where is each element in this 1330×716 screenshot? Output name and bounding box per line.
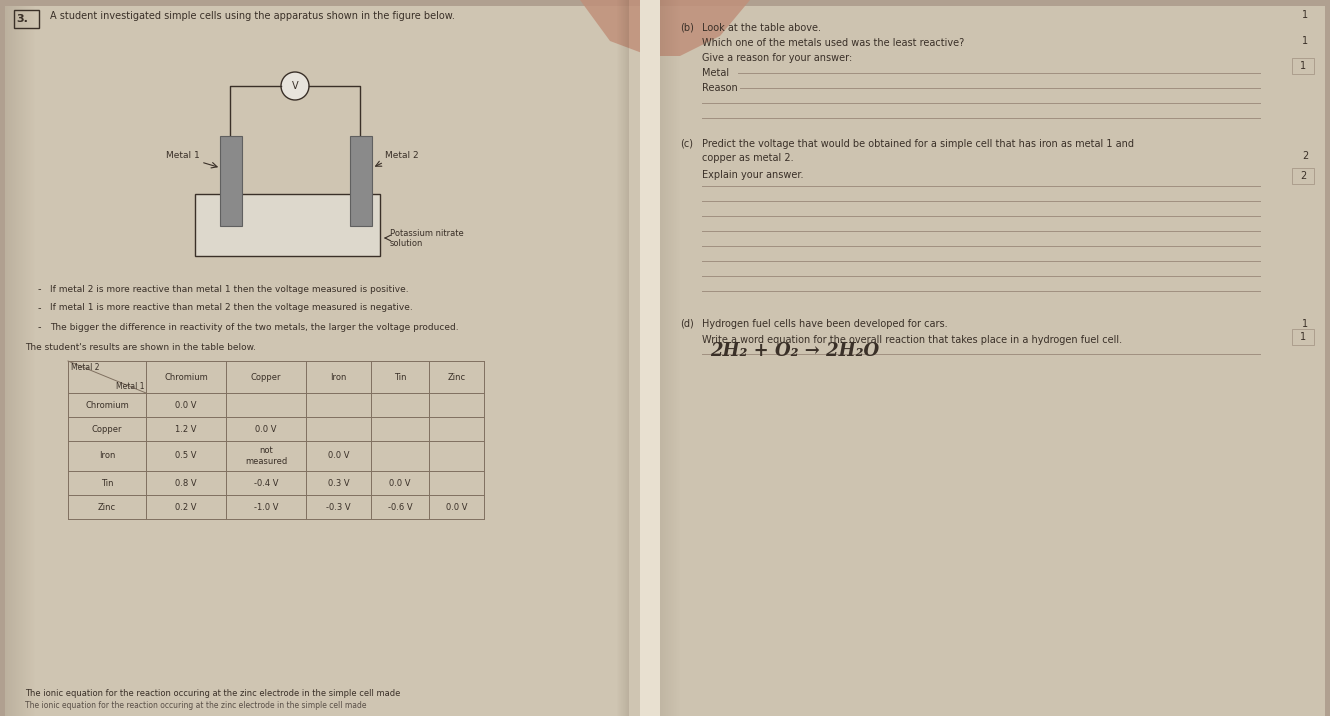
Text: Give a reason for your answer:: Give a reason for your answer: [702, 53, 853, 63]
Text: 1.2 V: 1.2 V [176, 425, 197, 433]
Text: 0.2 V: 0.2 V [176, 503, 197, 511]
Text: 1: 1 [1302, 10, 1309, 20]
Text: 2H₂ + O₂ → 2H₂O: 2H₂ + O₂ → 2H₂O [710, 342, 879, 360]
Text: -: - [39, 322, 41, 332]
Bar [1291, 168, 1314, 184]
Text: 1: 1 [1302, 36, 1309, 46]
Text: Write a word equation for the overall reaction that takes place in a hydrogen fu: Write a word equation for the overall re… [702, 335, 1123, 345]
Text: 0.0 V: 0.0 V [176, 400, 197, 410]
Text: 2: 2 [1299, 171, 1306, 181]
Text: Iron: Iron [98, 452, 116, 460]
Text: 0.0 V: 0.0 V [327, 452, 350, 460]
Text: Which one of the metals used was the least reactive?: Which one of the metals used was the lea… [702, 38, 964, 48]
Text: 1: 1 [1302, 319, 1309, 329]
Text: -0.3 V: -0.3 V [326, 503, 351, 511]
Bar [15, 10, 39, 28]
Text: Chromium: Chromium [164, 372, 207, 382]
Text: A student investigated simple cells using the apparatus shown in the figure belo: A student investigated simple cells usin… [51, 11, 455, 21]
Text: -: - [39, 303, 41, 313]
Text: 0.0 V: 0.0 V [255, 425, 277, 433]
Text: 0.0 V: 0.0 V [446, 503, 467, 511]
Bar [219, 136, 242, 226]
Text: 0.8 V: 0.8 V [176, 478, 197, 488]
Text: (c): (c) [680, 139, 693, 149]
Bar [1291, 58, 1314, 74]
Bar [350, 136, 372, 226]
Text: Metal 2: Metal 2 [70, 363, 100, 372]
Bar [196, 194, 380, 256]
Text: Potassium nitrate: Potassium nitrate [390, 228, 464, 238]
Text: Metal 1: Metal 1 [116, 382, 144, 391]
Text: Tin: Tin [394, 372, 406, 382]
Text: Hydrogen fuel cells have been developed for cars.: Hydrogen fuel cells have been developed … [702, 319, 947, 329]
Text: solution: solution [390, 239, 423, 248]
Text: The bigger the difference in reactivity of the two metals, the larger the voltag: The bigger the difference in reactivity … [51, 322, 459, 332]
Text: copper as metal 2.: copper as metal 2. [702, 153, 794, 163]
Bar [654, 6, 1325, 716]
Text: Iron: Iron [330, 372, 347, 382]
Text: Metal: Metal [702, 68, 729, 78]
Text: Look at the table above.: Look at the table above. [702, 23, 821, 33]
Text: Predict the voltage that would be obtained for a simple cell that has iron as me: Predict the voltage that would be obtain… [702, 139, 1134, 149]
Text: (d): (d) [680, 319, 694, 329]
Text: Zinc: Zinc [447, 372, 466, 382]
Text: Explain your answer.: Explain your answer. [702, 170, 803, 180]
Text: 3.: 3. [16, 14, 28, 24]
Text: 0.5 V: 0.5 V [176, 452, 197, 460]
Text: Copper: Copper [251, 372, 281, 382]
Text: Zinc: Zinc [98, 503, 116, 511]
Text: 1: 1 [1299, 61, 1306, 71]
Text: Reason: Reason [702, 83, 738, 93]
Text: Metal 2: Metal 2 [384, 152, 419, 160]
Text: If metal 2 is more reactive than metal 1 then the voltage measured is positive.: If metal 2 is more reactive than metal 1… [51, 284, 408, 294]
Polygon shape [580, 0, 750, 56]
Circle shape [281, 72, 309, 100]
Text: 0.3 V: 0.3 V [327, 478, 350, 488]
Text: Chromium: Chromium [85, 400, 129, 410]
Text: 2: 2 [1302, 151, 1309, 161]
Text: The student's results are shown in the table below.: The student's results are shown in the t… [25, 344, 255, 352]
Bar [5, 6, 645, 716]
Text: 0.0 V: 0.0 V [390, 478, 411, 488]
Text: -0.4 V: -0.4 V [254, 478, 278, 488]
Text: Tin: Tin [101, 478, 113, 488]
Text: -: - [39, 284, 41, 294]
Text: not
measured: not measured [245, 446, 287, 465]
Bar [1291, 329, 1314, 345]
Text: -0.6 V: -0.6 V [387, 503, 412, 511]
Text: -1.0 V: -1.0 V [254, 503, 278, 511]
Text: Copper: Copper [92, 425, 122, 433]
Text: The ionic equation for the reaction occuring at the zinc electrode in the simple: The ionic equation for the reaction occu… [25, 702, 367, 710]
Text: V: V [291, 81, 298, 91]
Text: The ionic equation for the reaction occuring at the zinc electrode in the simple: The ionic equation for the reaction occu… [25, 690, 400, 699]
Text: (b): (b) [680, 23, 694, 33]
Text: Metal 1: Metal 1 [166, 152, 200, 160]
Text: If metal 1 is more reactive than metal 2 then the voltage measured is negative.: If metal 1 is more reactive than metal 2… [51, 304, 412, 312]
Text: 1: 1 [1299, 332, 1306, 342]
Bar [640, 0, 660, 716]
